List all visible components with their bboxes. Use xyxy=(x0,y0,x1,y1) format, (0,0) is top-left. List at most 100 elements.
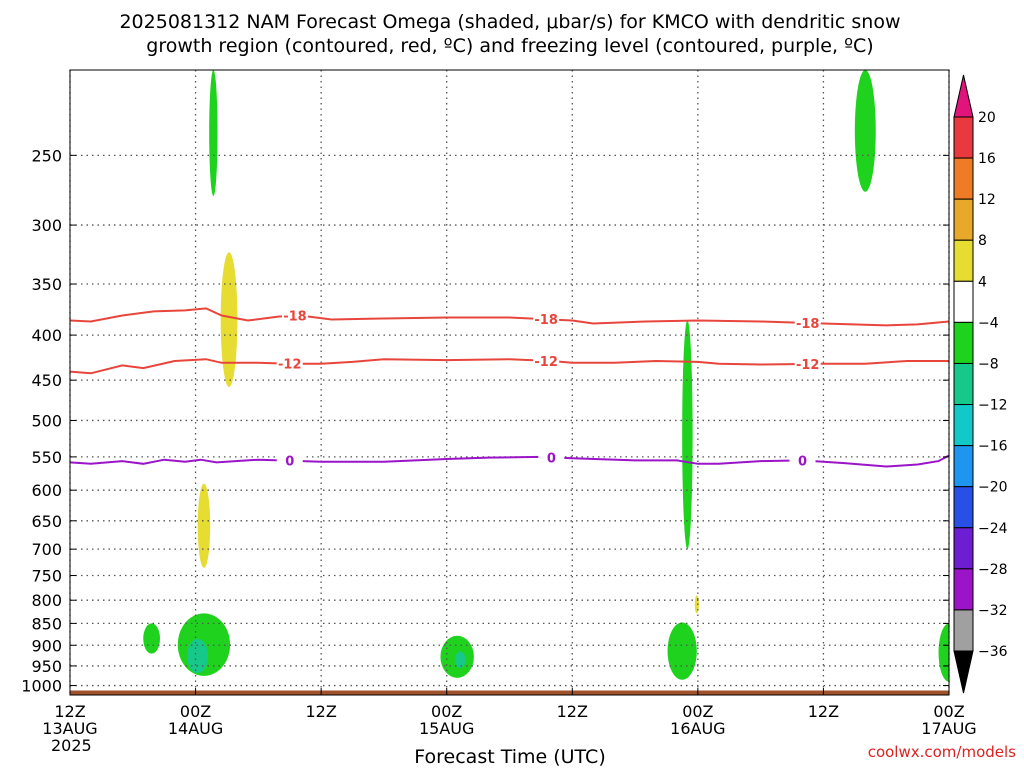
y-tick-label-700: 700 xyxy=(31,540,62,559)
plot-frame xyxy=(69,69,950,696)
colorbar-label-1: 16 xyxy=(978,151,996,167)
grid-layer xyxy=(69,70,950,695)
contour-label-1-0: -12 xyxy=(278,358,302,373)
omega-shading-layer xyxy=(143,70,949,682)
contour-label-1-2: -12 xyxy=(796,358,820,373)
colorbar-swatch-5 xyxy=(953,321,974,364)
chart-title-line-2: growth region (contoured, red, ºC) and f… xyxy=(146,35,873,57)
colorbar-label-12: −32 xyxy=(978,603,1008,619)
x-tick-label-36-2: 15AUG xyxy=(419,719,474,738)
colorbar-top-arrow xyxy=(953,74,974,118)
y-tick-label-500: 500 xyxy=(31,411,62,430)
y-tick-label-400: 400 xyxy=(31,326,62,345)
ground-layer xyxy=(70,690,949,695)
colorbar-swatch-11 xyxy=(953,568,974,611)
x-tick-label-0-1: 12Z xyxy=(54,702,85,721)
contour-label-bg-0-0 xyxy=(281,307,308,323)
x-tick-label-24-1: 12Z xyxy=(305,702,336,721)
y-tick-label-300: 300 xyxy=(31,216,62,235)
colorbar-swatch-3 xyxy=(953,239,974,282)
omega-region-3 xyxy=(854,70,876,192)
colorbar-label-7: −12 xyxy=(978,398,1008,414)
y-tick-label-450: 450 xyxy=(31,371,62,390)
colorbar-label-4: 4 xyxy=(978,274,987,290)
y-tick-label-950: 950 xyxy=(31,657,62,676)
y-tick-label-350: 350 xyxy=(31,275,62,294)
y-tick-label-250: 250 xyxy=(31,146,62,165)
colorbar-label-8: −16 xyxy=(978,439,1008,455)
colorbar-swatch-0 xyxy=(953,116,974,159)
omega-region-10 xyxy=(455,651,466,668)
omega-region-12 xyxy=(938,623,949,682)
x-tick-label-48-1: 12Z xyxy=(557,702,588,721)
y-tick-label-750: 750 xyxy=(31,567,62,586)
x-tick-label-0-3: 2025 xyxy=(51,736,92,755)
contour-label-0-2: -18 xyxy=(796,317,820,332)
colorbar-swatch-1 xyxy=(953,157,974,200)
colorbar-swatch-7 xyxy=(953,404,974,447)
contour-label-2-2: 0 xyxy=(798,454,807,469)
y-tick-label-800: 800 xyxy=(31,591,62,610)
omega-region-0 xyxy=(209,70,218,196)
contour-label-2-0: 0 xyxy=(285,455,294,470)
credit-text: coolwx.com/models xyxy=(868,743,1016,761)
colorbar-swatch-9 xyxy=(953,486,974,529)
x-tick-label-36-1: 00Z xyxy=(431,702,462,721)
contour-label-0-1: -18 xyxy=(534,313,558,328)
contour-label-1-1: -12 xyxy=(534,355,558,370)
colorbar-label-9: −20 xyxy=(978,480,1008,496)
contour-label-bg-2-0 xyxy=(276,452,303,468)
y-tick-label-1000: 1000 xyxy=(21,677,62,696)
x-tick-label-0-2: 13AUG xyxy=(42,719,97,738)
colorbar-label-3: 8 xyxy=(978,233,987,249)
x-tick-label-12-2: 14AUG xyxy=(168,719,223,738)
colorbar-label-6: −8 xyxy=(978,356,999,372)
omega-region-2 xyxy=(197,483,211,568)
colorbar-swatch-8 xyxy=(953,445,974,488)
colorbar-bottom-arrow xyxy=(953,650,974,694)
x-tick-label-84-2: 17AUG xyxy=(921,719,976,738)
contour-label-0-0: -18 xyxy=(283,310,307,325)
contour-label-2-1: 0 xyxy=(547,451,556,466)
y-tick-label-850: 850 xyxy=(31,614,62,633)
x-tick-label-84-1: 00Z xyxy=(933,702,964,721)
contour-label-bg-0-1 xyxy=(533,311,560,327)
contour-label-bg-1-0 xyxy=(276,355,303,371)
contour-label-bg-1-2 xyxy=(794,355,821,371)
colorbar-label-2: 12 xyxy=(978,192,996,208)
x-tick-label-60-2: 16AUG xyxy=(670,719,725,738)
x-axis-label: Forecast Time (UTC) xyxy=(414,746,605,768)
omega-region-11 xyxy=(667,622,697,680)
colorbar-swatch-12 xyxy=(953,609,974,652)
contour-line-2 xyxy=(69,454,950,468)
colorbar: 20 16 12 8 4 −4 −8 −12 −16 −20 −24 −28 −32 −36 xyxy=(953,74,1008,694)
contour-line-1 xyxy=(69,358,949,375)
contour-label-bg-2-2 xyxy=(789,452,816,468)
colorbar-label-11: −28 xyxy=(978,562,1008,578)
omega-region-8 xyxy=(187,638,209,674)
colorbar-swatch-10 xyxy=(953,527,974,570)
ground-band xyxy=(70,690,949,695)
colorbar-label-5: −4 xyxy=(978,315,999,331)
x-tick-label-60-1: 00Z xyxy=(682,702,713,721)
y-tick-label-600: 600 xyxy=(31,481,62,500)
y-tick-label-650: 650 xyxy=(31,512,62,531)
omega-region-1 xyxy=(220,252,238,387)
omega-region-4 xyxy=(682,320,693,550)
colorbar-label-0: 20 xyxy=(978,110,996,126)
x-tick-label-72-1: 12Z xyxy=(808,702,839,721)
colorbar-swatch-2 xyxy=(953,198,974,241)
contour-layer: -18 -18 -18 -12 -12 -12 0 0 0 xyxy=(69,307,950,470)
contour-label-bg-2-1 xyxy=(538,449,565,465)
contour-label-bg-0-2 xyxy=(794,314,821,330)
chart-title-line-1: 2025081312 NAM Forecast Omega (shaded, μ… xyxy=(119,11,900,33)
contour-label-bg-1-1 xyxy=(533,352,560,368)
y-tick-label-550: 550 xyxy=(31,448,62,467)
y-tick-label-900: 900 xyxy=(31,636,62,655)
contour-line-0 xyxy=(69,307,950,327)
x-tick-label-12-1: 00Z xyxy=(180,702,211,721)
colorbar-label-13: −36 xyxy=(978,644,1008,660)
y-axis-ticks: 250 300 350 400 450 500 550 600 650 700 750 800 850 9… xyxy=(21,146,949,696)
